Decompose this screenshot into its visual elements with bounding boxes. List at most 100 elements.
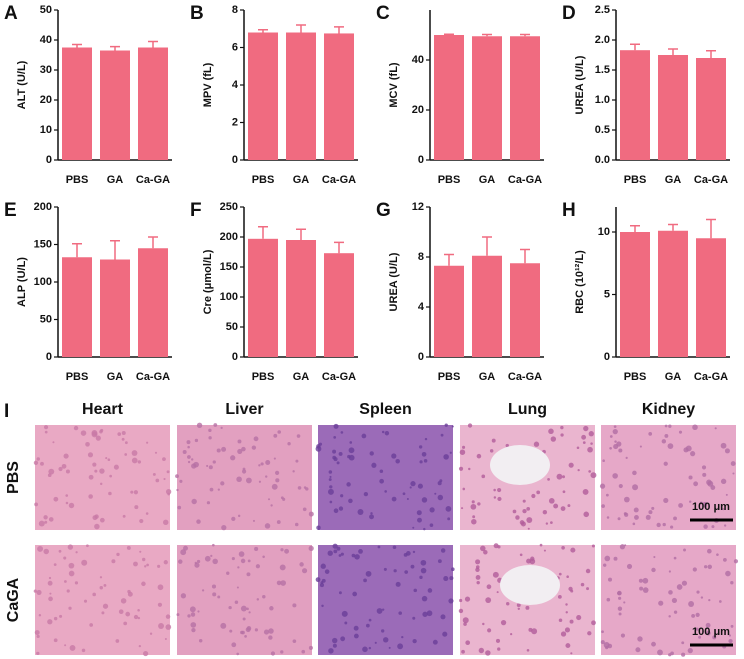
- nucleus: [661, 439, 667, 444]
- nucleus: [461, 649, 465, 654]
- panel-label: F: [190, 200, 202, 221]
- nucleus: [481, 474, 486, 479]
- nucleus: [65, 469, 70, 474]
- nucleus: [217, 488, 220, 491]
- nucleus: [208, 428, 212, 433]
- nucleus: [157, 602, 163, 607]
- error-bar: [482, 236, 492, 256]
- nucleus: [368, 618, 372, 622]
- nucleus: [258, 464, 261, 467]
- nucleus: [361, 433, 367, 439]
- y-tick-label: 6: [232, 41, 238, 53]
- nucleus: [419, 460, 423, 464]
- y-tick-label: 1.0: [595, 94, 610, 106]
- nucleus: [196, 422, 203, 428]
- nucleus: [341, 610, 348, 617]
- nucleus: [604, 555, 611, 562]
- nucleus: [69, 644, 76, 651]
- nucleus: [338, 506, 344, 511]
- tissue-texture: [315, 543, 455, 654]
- column-title: Heart: [82, 401, 124, 418]
- nucleus: [183, 545, 188, 551]
- nucleus: [648, 510, 653, 515]
- nucleus: [533, 441, 540, 447]
- nucleus: [340, 636, 346, 642]
- nucleus: [36, 589, 42, 596]
- x-tick-label: PBS: [252, 371, 275, 383]
- nucleus: [187, 455, 191, 459]
- nucleus: [143, 650, 149, 657]
- nucleus: [36, 651, 40, 656]
- nucleus: [637, 636, 643, 642]
- nucleus: [728, 638, 733, 644]
- nucleus: [265, 475, 268, 478]
- nucleus: [68, 570, 75, 577]
- nucleus: [480, 545, 486, 552]
- nucleus: [182, 449, 187, 454]
- nucleus: [369, 514, 374, 520]
- nucleus: [440, 548, 446, 553]
- nucleus: [67, 544, 74, 550]
- nucleus: [587, 446, 593, 453]
- nucleus: [423, 527, 426, 531]
- nucleus: [99, 468, 105, 474]
- nucleus: [462, 617, 469, 624]
- nucleus: [398, 611, 402, 615]
- nucleus: [633, 507, 639, 513]
- nucleus: [445, 506, 452, 512]
- nucleus: [512, 509, 517, 514]
- nucleus: [462, 487, 466, 491]
- nucleus: [732, 472, 735, 475]
- nucleus: [234, 600, 239, 604]
- nucleus: [553, 503, 559, 509]
- error-bar: [706, 218, 716, 239]
- y-tick-label: 40: [40, 34, 52, 46]
- scale-bar-label: 100 μm: [692, 626, 730, 638]
- nucleus: [547, 477, 550, 481]
- nucleus: [354, 554, 360, 560]
- nucleus: [482, 622, 485, 626]
- nucleus: [418, 445, 423, 449]
- nucleus: [103, 583, 107, 587]
- bar: [248, 32, 278, 160]
- nucleus: [348, 447, 355, 454]
- y-tick-label: 250: [220, 201, 238, 213]
- bar: [248, 238, 278, 357]
- nucleus: [49, 592, 52, 595]
- nucleus: [327, 488, 334, 495]
- nucleus: [58, 466, 63, 472]
- nucleus: [37, 545, 44, 552]
- bar: [324, 33, 354, 160]
- nucleus: [410, 564, 415, 569]
- nucleus: [458, 466, 464, 471]
- nucleus: [187, 614, 191, 618]
- nucleus: [165, 624, 172, 630]
- bar: [696, 238, 726, 357]
- nucleus: [582, 441, 586, 444]
- nucleus: [449, 576, 454, 581]
- nucleus: [607, 643, 613, 649]
- nucleus: [327, 550, 333, 556]
- nucleus: [315, 445, 322, 452]
- nucleus: [605, 493, 609, 497]
- nucleus: [612, 429, 618, 435]
- nucleus: [558, 618, 563, 623]
- nucleus: [68, 502, 75, 509]
- nucleus: [86, 544, 89, 548]
- nucleus: [237, 439, 242, 444]
- nucleus: [102, 603, 109, 609]
- nucleus: [708, 599, 711, 602]
- nucleus: [625, 456, 628, 460]
- nucleus: [212, 460, 216, 464]
- tissue-texture: [600, 544, 739, 657]
- nucleus: [280, 496, 284, 500]
- nucleus: [246, 572, 251, 577]
- nucleus: [683, 548, 686, 552]
- nucleus: [412, 526, 415, 529]
- nucleus: [591, 620, 596, 626]
- error-bar: [668, 48, 678, 55]
- nucleus: [522, 499, 526, 503]
- nucleus: [384, 431, 390, 436]
- nucleus: [467, 423, 473, 428]
- nucleus: [570, 589, 574, 593]
